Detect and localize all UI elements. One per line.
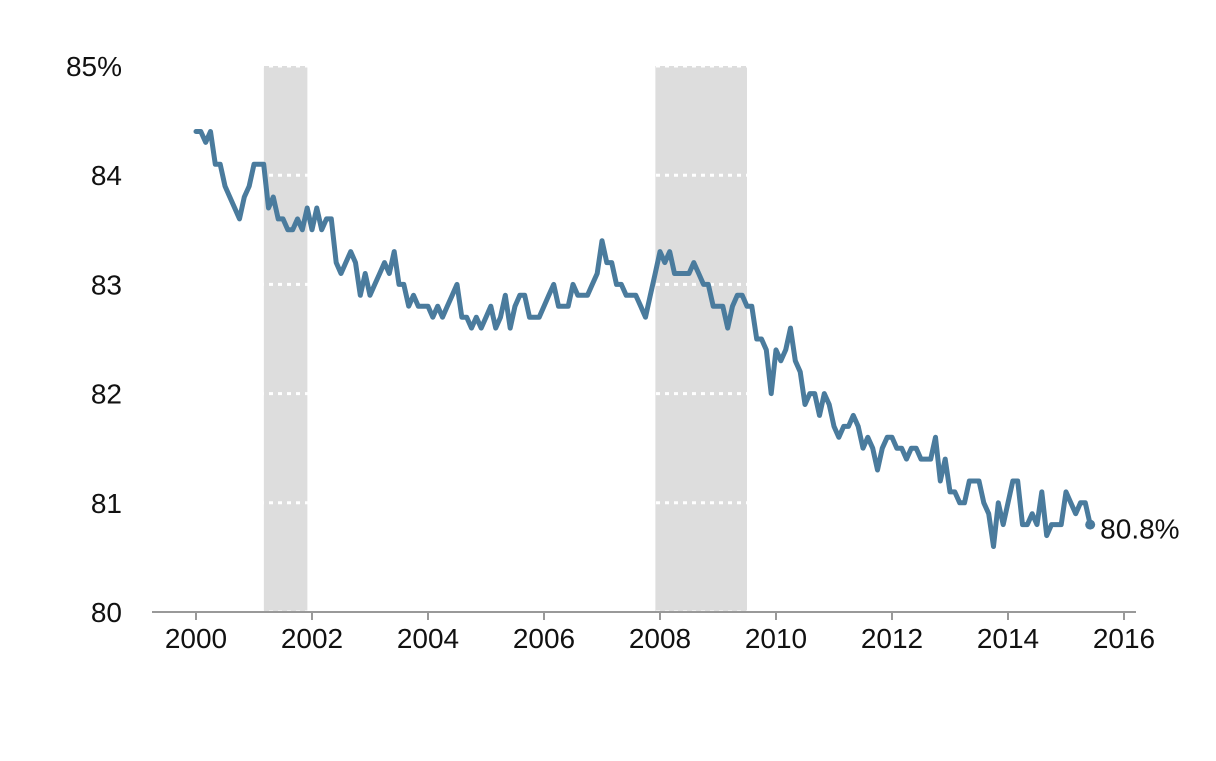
x-tick-label-2002: 2002 <box>281 623 343 654</box>
y-axis: 80 81 82 83 84 85% <box>66 51 122 628</box>
recession-bands <box>263 66 747 612</box>
x-tick-label-2016: 2016 <box>1093 623 1155 654</box>
x-axis <box>152 611 1136 620</box>
x-tick-label-2008: 2008 <box>629 623 691 654</box>
y-tick-label-83: 83 <box>91 269 122 300</box>
y-tick-label-85: 85% <box>66 51 122 82</box>
x-tick-label-2004: 2004 <box>397 623 459 654</box>
series-line-1 <box>193 129 1093 549</box>
y-tick-label-84: 84 <box>91 160 122 191</box>
recession-band-1 <box>263 66 308 612</box>
y-tick-label-81: 81 <box>91 488 122 519</box>
x-axis-labels: 2000 2002 2004 2006 2008 2010 2012 2014 2016 <box>165 623 1155 654</box>
x-tick-label-2012: 2012 <box>861 623 923 654</box>
recession-band-2 <box>655 66 747 612</box>
x-tick-label-2014: 2014 <box>977 623 1039 654</box>
y-tick-label-80: 80 <box>91 597 122 628</box>
end-point-marker <box>1085 519 1096 530</box>
series-layer: 80.8% <box>193 129 1180 549</box>
x-tick-label-2000: 2000 <box>165 623 227 654</box>
x-tick-label-2006: 2006 <box>513 623 575 654</box>
end-value-label: 80.8% <box>1100 514 1179 545</box>
y-tick-label-82: 82 <box>91 379 122 410</box>
x-tick-label-2010: 2010 <box>745 623 807 654</box>
